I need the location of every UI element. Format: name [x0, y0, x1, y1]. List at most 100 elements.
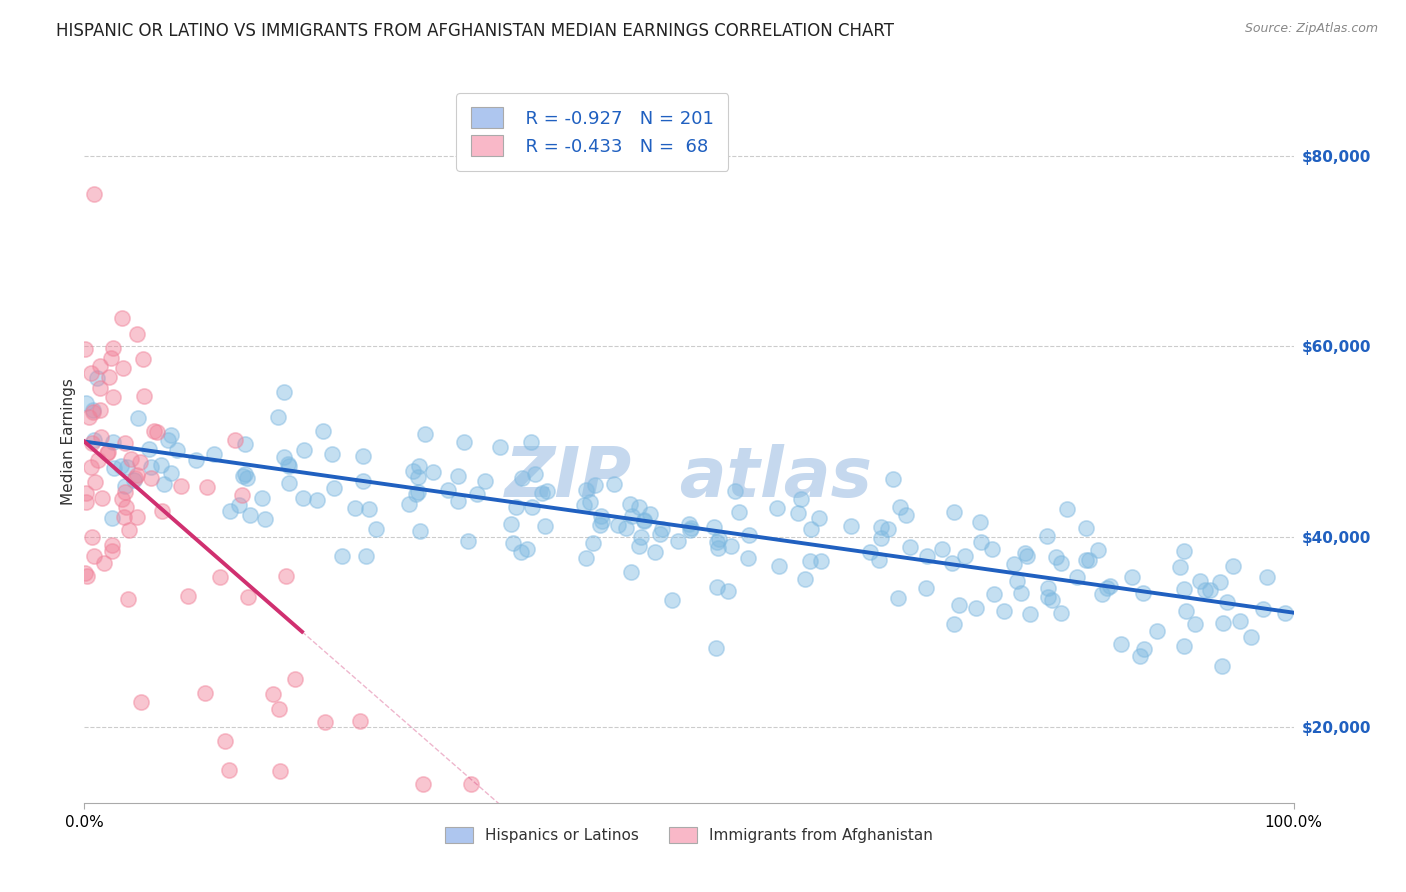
Point — [765, 500, 787, 515]
Point — [127, 467, 149, 482]
Point — [787, 506, 810, 520]
Point — [269, 764, 291, 778]
Point — [143, 425, 166, 439]
Point — [457, 533, 479, 548]
Point — [1017, 549, 1039, 563]
Point — [943, 506, 966, 520]
Point — [703, 520, 725, 534]
Point — [1099, 579, 1122, 593]
Point — [1216, 594, 1239, 608]
Point — [661, 593, 683, 607]
Point — [278, 459, 301, 474]
Point — [581, 536, 603, 550]
Point — [868, 553, 890, 567]
Point — [505, 500, 527, 515]
Point — [1109, 637, 1132, 651]
Point — [790, 491, 813, 506]
Point — [627, 539, 650, 553]
Point — [1005, 574, 1028, 588]
Point — [1229, 614, 1251, 628]
Point — [915, 582, 938, 596]
Point — [75, 566, 97, 580]
Point — [651, 523, 673, 537]
Point — [96, 446, 118, 460]
Point — [122, 474, 145, 488]
Point — [117, 460, 139, 475]
Point — [633, 513, 655, 527]
Point — [704, 641, 727, 656]
Point — [349, 714, 371, 728]
Point — [422, 466, 444, 480]
Point — [114, 500, 136, 514]
Point — [98, 369, 121, 384]
Point — [706, 534, 728, 549]
Point — [980, 541, 1002, 556]
Point — [408, 459, 430, 474]
Point — [398, 497, 420, 511]
Point — [453, 434, 475, 449]
Point — [97, 445, 120, 459]
Point — [474, 475, 496, 489]
Point — [1040, 593, 1063, 607]
Point — [231, 488, 253, 502]
Point — [724, 483, 747, 498]
Point — [292, 442, 315, 457]
Point — [898, 540, 921, 554]
Point — [84, 475, 107, 490]
Point — [118, 523, 141, 537]
Point — [284, 672, 307, 686]
Point — [314, 715, 336, 730]
Point — [447, 468, 470, 483]
Point — [1050, 556, 1073, 570]
Point — [73, 342, 96, 356]
Point — [75, 396, 97, 410]
Point — [254, 511, 277, 525]
Point — [79, 410, 101, 425]
Point — [737, 551, 759, 566]
Point — [607, 518, 630, 533]
Point — [681, 521, 703, 535]
Point — [117, 591, 139, 606]
Point — [146, 425, 169, 439]
Point — [620, 509, 643, 524]
Point — [993, 604, 1015, 618]
Point — [870, 531, 893, 545]
Point — [877, 522, 900, 536]
Point — [228, 498, 250, 512]
Point — [983, 587, 1005, 601]
Point — [195, 480, 218, 494]
Point — [127, 326, 149, 341]
Point — [1036, 590, 1059, 604]
Point — [591, 514, 613, 528]
Point — [628, 500, 651, 515]
Point — [89, 359, 111, 373]
Point — [412, 777, 434, 791]
Point — [110, 459, 132, 474]
Point — [522, 500, 544, 514]
Point — [589, 518, 612, 533]
Point — [93, 556, 115, 570]
Point — [579, 495, 602, 509]
Point — [915, 549, 938, 563]
Point — [236, 470, 259, 484]
Point — [219, 504, 242, 518]
Point — [120, 451, 142, 466]
Point — [488, 440, 510, 454]
Point — [1240, 630, 1263, 644]
Point — [87, 452, 110, 467]
Point — [101, 544, 124, 558]
Point — [841, 518, 863, 533]
Point — [953, 549, 976, 563]
Point — [520, 434, 543, 449]
Legend: Hispanics or Latinos, Immigrants from Afghanistan: Hispanics or Latinos, Immigrants from Af… — [439, 822, 939, 849]
Point — [619, 497, 641, 511]
Point — [408, 470, 430, 484]
Point — [1173, 544, 1195, 558]
Point — [1074, 553, 1097, 567]
Point — [810, 554, 832, 568]
Point — [129, 455, 152, 469]
Point — [153, 477, 176, 491]
Point — [111, 491, 134, 506]
Point — [184, 453, 207, 467]
Point — [322, 481, 344, 495]
